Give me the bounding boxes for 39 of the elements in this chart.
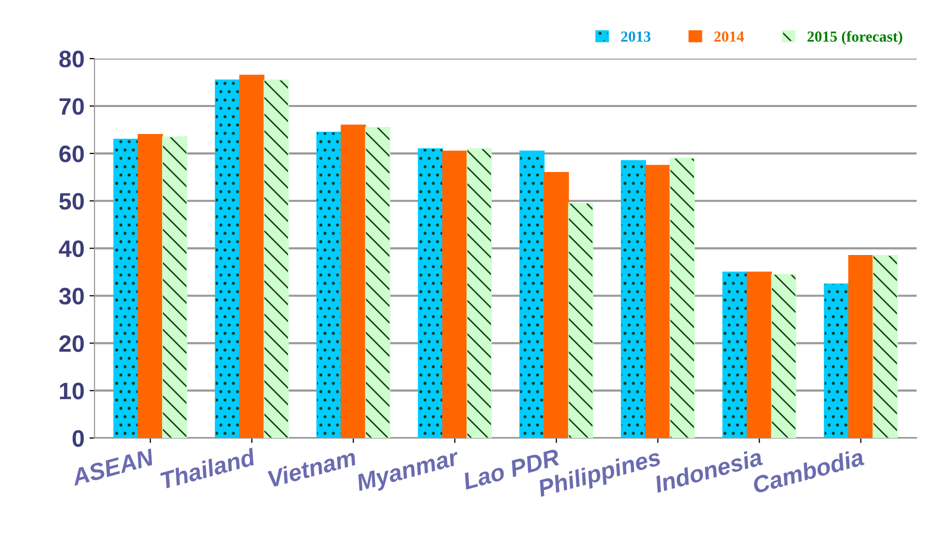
bar: [519, 150, 545, 438]
x-tick-label: ASEAN: [70, 448, 156, 486]
bar: [568, 202, 594, 438]
x-tick-label: Vietnam: [267, 448, 357, 488]
bar: [872, 255, 898, 438]
y-tick-label: 20: [59, 335, 84, 352]
y-tick-label: 50: [59, 192, 84, 210]
bar: [848, 255, 874, 438]
bar: [365, 126, 390, 438]
x-tick-label: Myanmar: [355, 448, 462, 496]
bar: [340, 124, 366, 438]
bar: [746, 272, 772, 438]
bar: [316, 132, 342, 438]
legend-label: 2014: [714, 31, 744, 42]
bar: [214, 80, 240, 438]
bar: [113, 138, 139, 438]
y-tick-label: 60: [59, 146, 84, 162]
bar: [722, 272, 748, 438]
y-tick-label: 70: [60, 98, 84, 115]
bar: [418, 148, 444, 438]
legend-label: 2015 (forecast): [808, 30, 902, 45]
bar: [824, 283, 850, 438]
bar: [645, 164, 670, 438]
bar: [162, 136, 188, 438]
bar: [239, 74, 264, 438]
y-tick-label: 40: [58, 240, 84, 258]
bar: [670, 158, 695, 438]
bar: [466, 148, 492, 438]
legend-label: 2013: [621, 31, 651, 42]
bar: [771, 274, 796, 438]
y-tick-label: 80: [59, 50, 84, 68]
y-tick-label: 10: [60, 382, 84, 400]
bar: [620, 160, 646, 438]
y-tick-label: 30: [59, 288, 84, 305]
bar: [264, 80, 289, 438]
bar: [138, 134, 163, 438]
bar: [544, 172, 569, 438]
bar: [442, 150, 468, 438]
y-tick-label: 0: [72, 430, 84, 447]
